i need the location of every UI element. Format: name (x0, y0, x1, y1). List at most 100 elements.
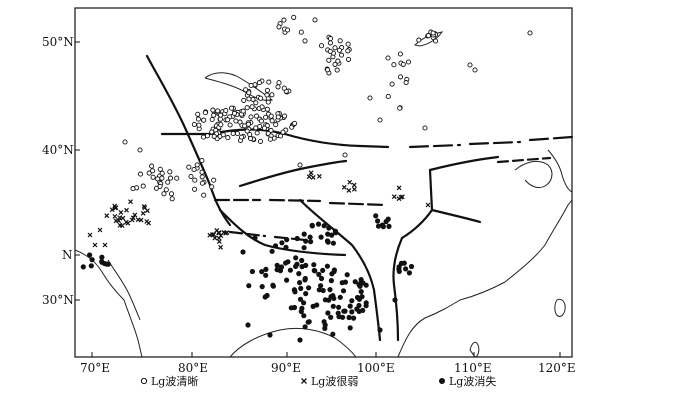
lg-clear-marker (302, 38, 308, 44)
lg-absent-marker (318, 275, 325, 282)
lg-clear-marker (337, 38, 343, 44)
lg-clear-marker (201, 192, 207, 198)
lg-clear-marker (231, 110, 238, 116)
lg-absent-marker (302, 324, 308, 330)
lg-clear-marker (244, 105, 250, 111)
lg-clear-marker (191, 121, 197, 128)
lg-clear-marker (217, 116, 223, 122)
lg-clear-marker (280, 129, 286, 135)
fault-lines (145, 54, 574, 342)
lg-weak-marker (130, 215, 136, 221)
open-circle-icon (140, 377, 148, 385)
lg-clear-marker (202, 110, 208, 116)
lg-absent-marker (318, 234, 324, 240)
lg-absent-marker (288, 305, 294, 311)
lg-clear-marker (332, 61, 338, 67)
lg-clear-marker (199, 180, 205, 186)
lg-clear-marker (192, 177, 198, 183)
lg-absent-marker (373, 213, 379, 219)
lg-weak-marker (310, 175, 316, 180)
lg-clear-marker (163, 187, 169, 193)
lg-absent-marker (341, 308, 347, 314)
lg-weak-marker (109, 207, 115, 213)
lg-absent-marker (392, 297, 398, 303)
lg-clear-marker (169, 196, 175, 202)
lg-clear-marker (291, 14, 297, 20)
lg-clear-marker (342, 152, 348, 158)
lg-weak-marker (124, 207, 129, 213)
lg-absent-marker (259, 269, 265, 275)
lg-absent-marker (301, 231, 307, 237)
lg-absent-marker (379, 222, 385, 228)
lg-clear-marker (397, 51, 403, 57)
legend-weak-label: Lg波很弱 (311, 375, 359, 388)
axis-ticks (75, 41, 561, 357)
lg-absent-marker (301, 245, 307, 251)
lg-weak-marker (341, 184, 347, 190)
china-east-coast (504, 199, 573, 283)
lg-absent-marker (263, 266, 269, 272)
lg-weak-marker (308, 170, 314, 176)
lg-clear-marker (230, 130, 236, 137)
lg-absent-marker (88, 263, 94, 269)
lg-absent-marker (326, 297, 332, 303)
lg-absent-marker (337, 294, 343, 300)
lg-clear-marker (273, 122, 279, 128)
lg-clear-marker (318, 43, 325, 49)
lg-clear-marker (268, 127, 274, 133)
lg-clear-marker (425, 33, 431, 39)
lg-absent-marker (324, 263, 330, 269)
lg-clear-marker (239, 134, 245, 140)
legend-clear: Lg波清晰 (140, 373, 198, 389)
lg-absent-marker (249, 268, 255, 275)
lg-clear-marker (345, 56, 352, 62)
lat-labels: 50°N 40°N N 30°N (42, 35, 74, 307)
lg-clear-marker (225, 117, 231, 123)
lg-clear-marker (389, 81, 395, 87)
lg-absent-marker (301, 300, 307, 306)
lg-weak-marker (347, 179, 353, 185)
lg-clear-marker (256, 80, 262, 86)
lg-absent-marker (259, 284, 265, 290)
lg-absent-marker (245, 322, 251, 328)
lg-absent-marker (298, 285, 304, 291)
lg-weak-marker (146, 220, 152, 226)
lg-clear-marker (264, 87, 270, 93)
fault-east-curve (400, 208, 434, 240)
lg-absent-marker (279, 240, 285, 246)
lon-label-90: 90°E (271, 361, 301, 375)
lg-absent-marker (302, 277, 308, 283)
lg-clear-marker (201, 117, 207, 123)
lg-absent-marker (357, 283, 363, 289)
indochina-coast (397, 281, 506, 358)
lg-clear-marker (244, 128, 250, 134)
map-frame (74, 7, 573, 358)
lg-absent-marker (311, 262, 317, 268)
lg-clear-marker (210, 107, 216, 113)
lg-absent-marker (326, 225, 332, 231)
lg-weak-marker (117, 222, 123, 228)
bohai-coast (514, 160, 553, 189)
lg-weak-marker (125, 220, 131, 226)
lg-absent-marker (356, 302, 362, 309)
lg-absent-marker (331, 267, 337, 273)
lg-weak-marker (128, 199, 133, 205)
lg-absent-marker (347, 325, 353, 331)
lg-weak-marker (87, 232, 93, 238)
lg-absent-marker (408, 263, 415, 270)
lg-clear-marker (385, 93, 391, 100)
lg-absent-marker (105, 261, 111, 267)
legend-absent-label: Lg波消失 (449, 375, 497, 388)
lg-clear-markers (122, 14, 533, 202)
lg-absent-marker (360, 307, 366, 313)
lg-absent-marker (303, 238, 309, 244)
lon-label-120: 120°E (538, 361, 576, 375)
lg-weak-marker (92, 242, 98, 248)
lat-label-n: N (62, 248, 73, 262)
lg-absent-marker (314, 302, 320, 308)
lg-weak-marker (138, 217, 144, 223)
lg-weak-marker (211, 232, 217, 237)
lg-absent-marker (336, 314, 342, 320)
lg-weak-marker (223, 230, 229, 236)
